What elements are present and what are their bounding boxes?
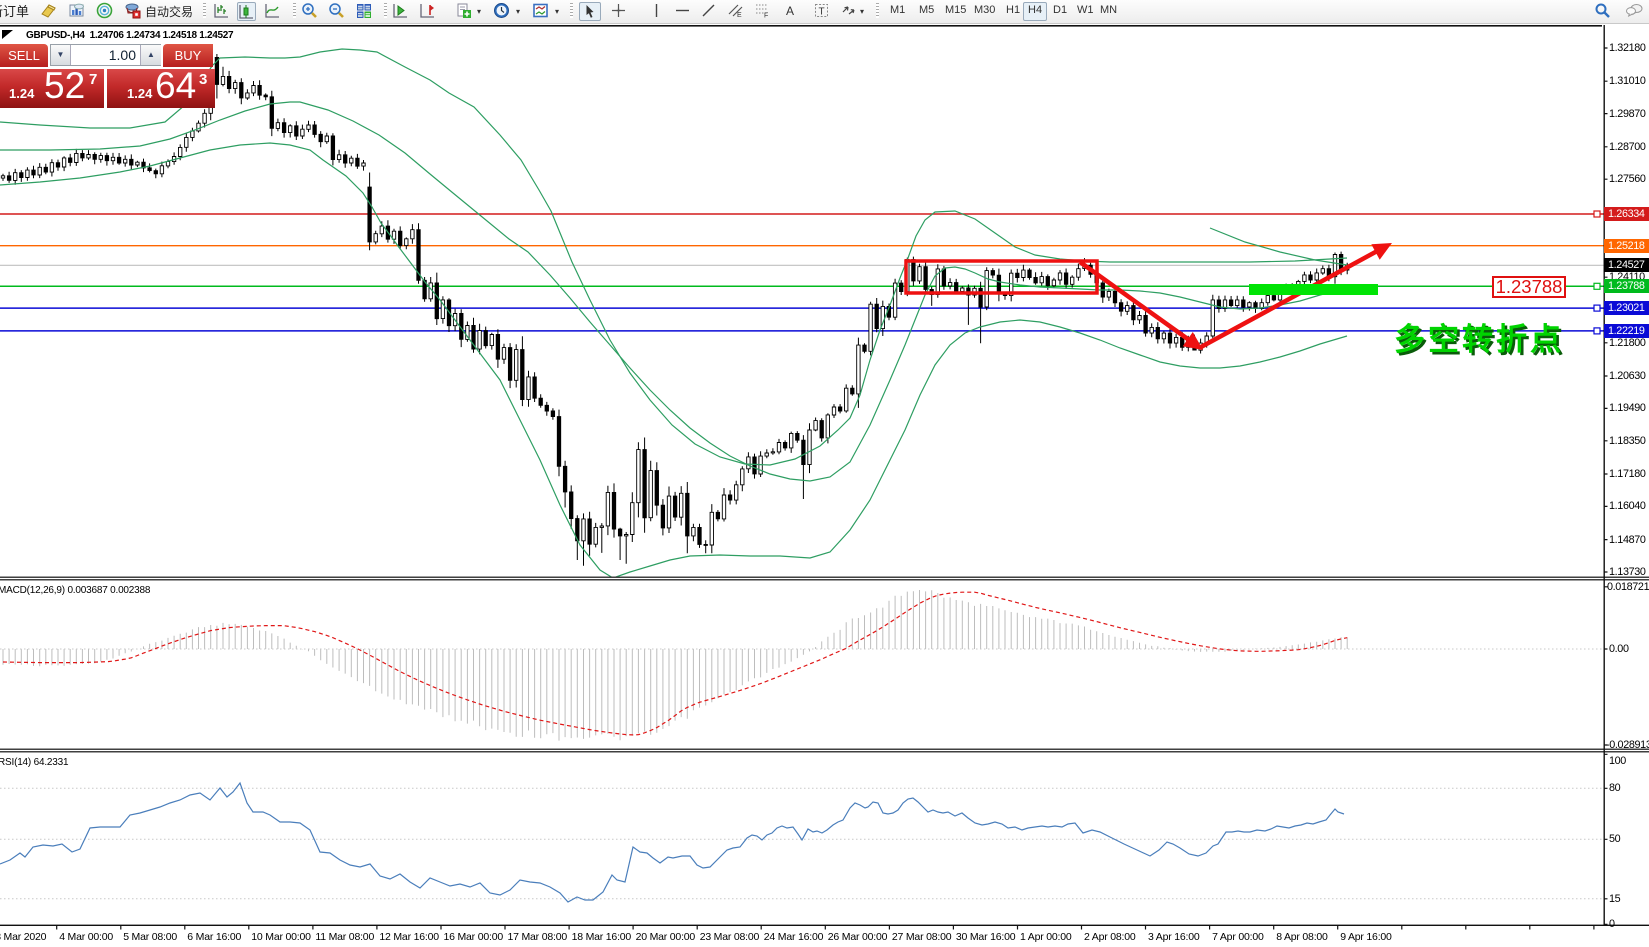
svg-text:T: T [819,7,825,18]
svg-text:F: F [764,13,768,20]
svg-text:E: E [737,12,742,19]
